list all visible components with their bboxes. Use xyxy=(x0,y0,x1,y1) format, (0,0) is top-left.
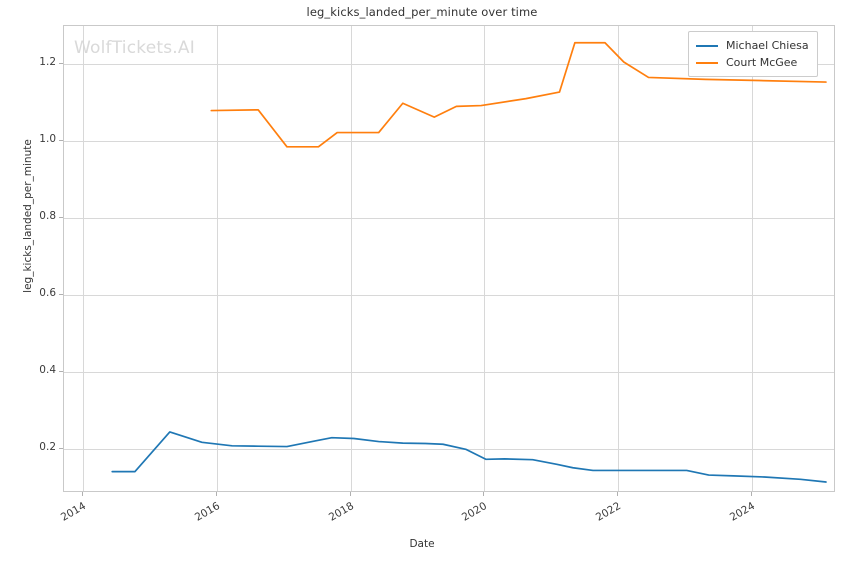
gridline-horizontal xyxy=(64,64,834,65)
y-tick-mark xyxy=(59,371,63,372)
legend-item[interactable]: Michael Chiesa xyxy=(696,37,809,54)
y-tick-label: 1.2 xyxy=(39,55,56,68)
legend-label-series-1: Court McGee xyxy=(726,56,798,69)
plot-area: WolfTickets.AI xyxy=(63,25,835,492)
x-tick-label: 2018 xyxy=(326,500,356,524)
y-tick-label: 1.0 xyxy=(39,133,56,146)
gridline-horizontal xyxy=(64,449,834,450)
y-tick-label: 0.2 xyxy=(39,441,56,454)
y-tick-mark xyxy=(59,140,63,141)
watermark: WolfTickets.AI xyxy=(74,38,195,58)
y-tick-label: 0.6 xyxy=(39,287,56,300)
gridline-vertical xyxy=(752,26,753,491)
legend-swatch-series-0 xyxy=(696,44,718,47)
x-tick-mark xyxy=(82,492,83,496)
gridline-vertical xyxy=(217,26,218,491)
x-tick-label: 2016 xyxy=(192,500,222,524)
y-tick-label: 0.4 xyxy=(39,364,56,377)
gridline-horizontal xyxy=(64,295,834,296)
legend-swatch-series-1 xyxy=(696,61,718,64)
gridline-vertical xyxy=(484,26,485,491)
y-tick-mark xyxy=(59,63,63,64)
gridline-horizontal xyxy=(64,141,834,142)
legend-item[interactable]: Court McGee xyxy=(696,54,809,71)
y-axis-title: leg_kicks_landed_per_minute xyxy=(22,139,34,293)
gridline-vertical xyxy=(83,26,84,491)
x-tick-label: 2014 xyxy=(58,500,88,524)
x-tick-mark xyxy=(617,492,618,496)
x-tick-mark xyxy=(216,492,217,496)
x-tick-label: 2020 xyxy=(460,500,490,524)
x-tick-mark xyxy=(350,492,351,496)
chart-legend: Michael Chiesa Court McGee xyxy=(688,31,818,77)
x-tick-label: 2024 xyxy=(728,500,758,524)
chart-title: leg_kicks_landed_per_minute over time xyxy=(306,5,538,19)
series-line-0 xyxy=(111,431,827,483)
x-tick-mark xyxy=(483,492,484,496)
x-tick-label: 2022 xyxy=(594,500,624,524)
x-axis-title: Date xyxy=(409,538,435,550)
gridline-vertical xyxy=(618,26,619,491)
gridline-vertical xyxy=(351,26,352,491)
y-tick-mark xyxy=(59,448,63,449)
y-tick-mark xyxy=(59,217,63,218)
gridline-horizontal xyxy=(64,372,834,373)
series-line-1 xyxy=(210,41,827,148)
x-tick-mark xyxy=(751,492,752,496)
gridline-horizontal xyxy=(64,218,834,219)
legend-label-series-0: Michael Chiesa xyxy=(726,39,809,52)
series-layer xyxy=(111,41,827,483)
y-tick-label: 0.8 xyxy=(39,210,56,223)
y-tick-mark xyxy=(59,294,63,295)
